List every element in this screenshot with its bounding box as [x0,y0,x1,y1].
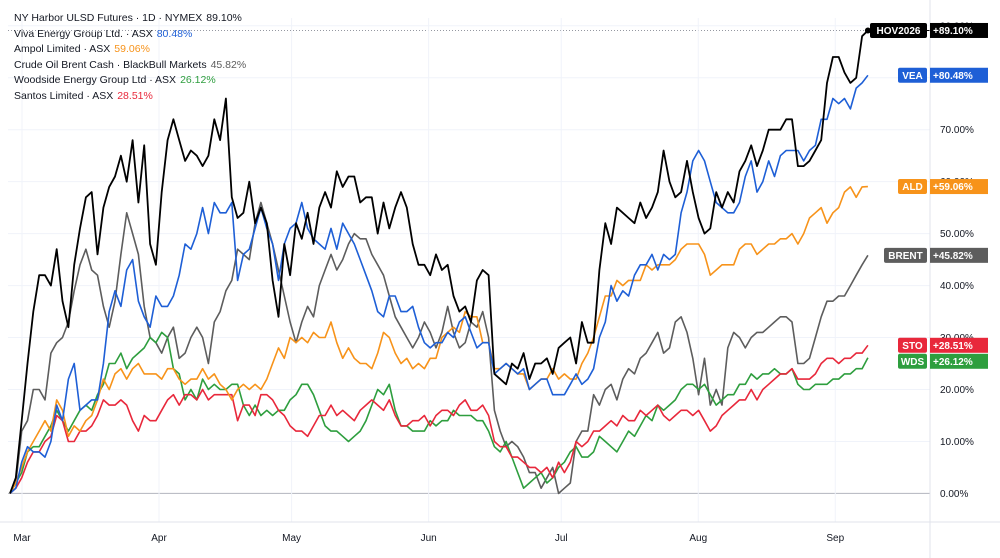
legend-item-brent[interactable]: Crude Oil Brent Cash · BlackBull Markets… [14,58,246,74]
x-axis[interactable]: Mar Apr May Jun Jul Aug Sep [0,521,1000,544]
badge-name-bg [884,247,927,263]
badge-name: WDS [901,357,925,368]
legend-label: NY Harbor ULSD Futures · 1D · NYMEX [14,12,203,24]
badge-value-bg [930,247,988,263]
badge-sto[interactable]: STO +28.51% [898,337,988,353]
legend-label: Santos Limited · ASX [14,89,114,102]
y-tick-label: 20.00% [940,385,974,396]
legend-value: 45.82% [210,58,247,71]
legend-value: 28.51% [117,89,153,102]
legend-label: Viva Energy Group Ltd. · ASX [14,27,153,40]
badge-name: BRENT [888,251,922,262]
legend-item-hov2026[interactable]: NY Harbor ULSD Futures · 1D · NYMEX 89.10… [14,11,246,27]
badge-name-bg [898,337,927,353]
legend: NY Harbor ULSD Futures · 1D · NYMEX 89.10… [14,11,246,105]
x-tick-label: May [282,533,301,544]
badge-name-bg [898,179,927,195]
badge-name: ALD [902,182,923,193]
legend-value: 80.48% [156,27,193,40]
y-axis[interactable]: 0.00%10.00%20.00%30.00%40.00%50.00%60.00… [929,0,974,558]
badge-value: +45.82% [933,251,973,262]
badge-name: VEA [902,71,923,82]
badge-ald[interactable]: ALD +59.06% [898,179,988,195]
series-line-sto[interactable] [9,344,869,494]
series-line-hov2026[interactable] [9,29,869,494]
badge-name-bg [898,353,927,369]
legend-label: Ampol Limited · ASX [14,43,111,56]
legend-item-ald[interactable]: Ampol Limited · ASX 59.06% [14,42,246,58]
y-tick-label: 10.00% [940,437,974,448]
series-line-vea[interactable] [9,74,869,494]
badge-value: +28.51% [933,341,973,352]
legend-value: 89.10% [206,12,242,24]
badge-value: +59.06% [933,182,973,193]
legend-label: Woodside Energy Group Ltd · ASX [14,74,177,87]
badge-value: +80.48% [933,71,973,82]
y-tick-label: 50.00% [940,229,974,240]
badge-brent[interactable]: BRENT +45.82% [884,247,988,263]
price-badges: HOV2026 +89.10% VEA +80.48% ALD +59.06% BRENT +… [870,22,988,369]
badge-value: +26.12% [933,357,973,368]
x-tick-label: Sep [826,533,844,544]
y-tick-label: 40.00% [940,281,974,292]
badge-wds[interactable]: WDS +26.12% [898,353,988,369]
legend-item-vea[interactable]: Viva Energy Group Ltd. · ASX 80.48% [14,27,246,43]
legend-value: 26.12% [180,74,216,87]
legend-label: Crude Oil Brent Cash · BlackBull Markets [14,58,207,71]
series-lines [9,27,930,495]
grid-lines [8,18,930,522]
badge-value-bg [930,67,988,83]
series-line-wds[interactable] [9,331,869,494]
badge-name: STO [902,341,923,352]
x-tick-label: Jun [421,533,437,544]
y-tick-label: 0.00% [940,489,968,500]
badge-hov2026[interactable]: HOV2026 +89.10% [870,22,988,38]
badge-value-bg [930,22,988,38]
x-tick-label: Apr [151,533,167,544]
legend-value: 59.06% [114,43,150,56]
legend-item-wds[interactable]: Woodside Energy Group Ltd · ASX 26.12% [14,73,246,89]
series-line-ald[interactable] [9,185,868,494]
x-tick-label: Aug [689,533,707,544]
badge-value-bg [930,337,988,353]
badge-value-bg [930,353,988,369]
badge-name-bg [870,22,927,38]
badge-value: +89.10% [933,26,973,37]
badge-name: HOV2026 [877,26,921,37]
badge-name-bg [898,67,927,83]
x-tick-label: Mar [13,533,31,544]
x-tick-label: Jul [555,533,568,544]
badge-vea[interactable]: VEA +80.48% [898,67,988,83]
legend-item-sto[interactable]: Santos Limited · ASX 28.51% [14,89,246,105]
y-tick-label: 70.00% [940,125,974,136]
badge-value-bg [930,179,988,195]
